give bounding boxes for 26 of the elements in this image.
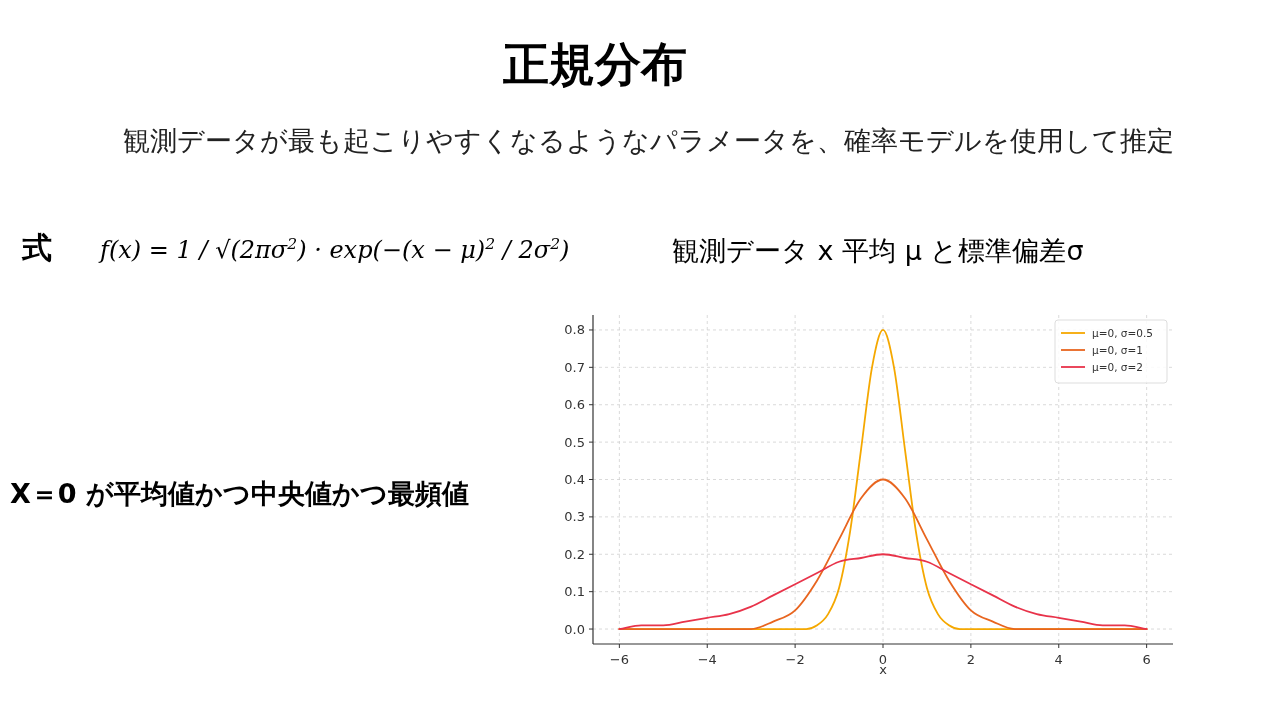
x-tick-label: −2 (785, 652, 805, 667)
x-tick-label: 4 (1054, 652, 1063, 667)
x-tick-label: 6 (1142, 652, 1151, 667)
text: X＝0 が平均値かつ中央値かつ最頻値 (10, 478, 470, 509)
y-tick-label: 0.5 (564, 434, 585, 450)
chart-subtitle: 観測データが最も起こりやすくなるようなパラメータを、確率モデルを使用して推定 (122, 125, 1174, 156)
text: 観測データ x 平均 μ と標準偏差σ (672, 235, 1084, 266)
x-tick-label: −6 (609, 652, 629, 667)
x-tick-label: −4 (697, 652, 717, 667)
x-tick-label: 2 (966, 652, 976, 667)
legend-label: μ=0, σ=0.5 (1092, 327, 1153, 339)
x-tick-label: 0 (878, 652, 888, 667)
line-series (618, 553, 1148, 630)
y-tick-label: 0.4 (564, 472, 585, 487)
legend-label: μ=0, σ=2 (1092, 361, 1143, 373)
chart-title: 正規分布 (503, 37, 687, 91)
y-tick-label: 0.6 (564, 397, 585, 413)
y-tick-label: 0.0 (564, 621, 585, 637)
y-tick-label: 0.8 (564, 322, 585, 338)
y-tick-label: 0.1 (564, 584, 585, 600)
legend-label: μ=0, σ=1 (1092, 344, 1143, 356)
text: f(x) = 1 / √(2πσ$^{2}$) · exp(−(x − μ)$^{2}$ / 2σ$^{2}$) (98, 235, 570, 264)
y-tick-label: 0.7 (564, 359, 585, 375)
text: 式 (21, 230, 52, 265)
y-tick-label: 0.3 (564, 509, 585, 525)
y-tick-label: 0.2 (564, 546, 585, 562)
